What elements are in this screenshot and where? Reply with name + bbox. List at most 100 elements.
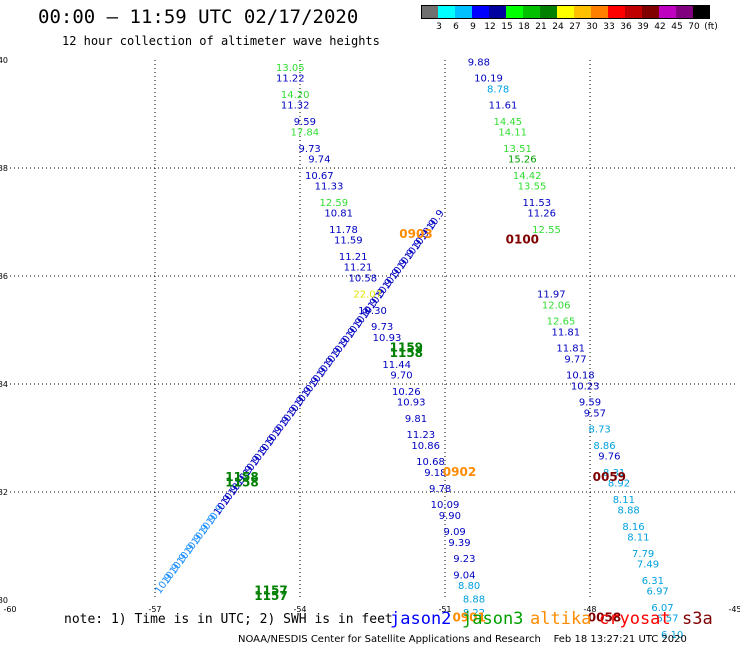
colorbar-label: 21	[535, 22, 547, 32]
pass-time-label: 1158	[390, 346, 423, 360]
colorbar-swatch	[438, 5, 455, 19]
colorbar-label: 6	[453, 22, 459, 32]
swh-label: 8.88	[618, 506, 640, 517]
colorbar-label: 70	[688, 22, 700, 32]
swh-label: 11.21	[344, 263, 373, 274]
swh-label: 12.06	[542, 300, 571, 311]
colorbar-label: 42	[654, 22, 666, 32]
colorbar-label: 45	[671, 22, 683, 32]
swh-label: 11.61	[489, 101, 518, 112]
swh-label: 9.81	[405, 414, 427, 425]
swh-label: 14.45	[494, 117, 523, 128]
swh-label: 17.84	[291, 128, 320, 139]
swh-label: 11.33	[315, 182, 344, 193]
swh-label: 6.31	[642, 576, 664, 587]
pass-time-label: 0058	[588, 611, 621, 625]
pass-time-label: 1157	[254, 589, 287, 603]
swh-label: 9.78	[429, 484, 451, 495]
colorbar-label: 12	[484, 22, 496, 32]
lon-tick-label: -60	[3, 605, 16, 614]
swh-label: 12.65	[547, 317, 576, 328]
swh-label: 11.21	[339, 252, 368, 263]
swh-label: 8.86	[593, 441, 615, 452]
map-title: 00:00 – 11:59 UTC 02/17/2020	[38, 6, 359, 28]
swh-label: 11.23	[407, 430, 436, 441]
swh-label: 22.07	[353, 290, 382, 301]
swh-label: 11.22	[276, 74, 305, 85]
map-subtitle: 12 hour collection of altimeter wave hei…	[62, 34, 380, 48]
pass-time-label: 1159	[390, 341, 423, 355]
swh-label: 12.55	[532, 225, 561, 236]
colorbar-swatch	[659, 5, 676, 19]
colorbar-swatch	[676, 5, 693, 19]
swh-label: 10.09	[431, 500, 460, 511]
swh-label: 10.93	[397, 398, 426, 409]
swh-label: 13.51	[503, 144, 532, 155]
colorbar-frame	[421, 5, 710, 19]
swh-label: 9.59	[579, 398, 601, 409]
swh-label: 11.44	[382, 360, 411, 371]
swh-label: 10.68	[416, 457, 445, 468]
swh-label: 9.59	[294, 117, 316, 128]
swh-label: 8.22	[463, 608, 485, 619]
swh-label: 13.05	[276, 63, 305, 74]
pass-time-label: 1157	[254, 584, 287, 598]
colorbar-swatch	[523, 5, 540, 19]
swh-label: 11.32	[281, 101, 310, 112]
colorbar-label: 9	[470, 22, 476, 32]
colorbar-label: 15	[501, 22, 513, 32]
swh-label: 10.81	[324, 209, 353, 220]
colorbar-swatch	[489, 5, 506, 19]
lon-tick-label: -48	[583, 605, 596, 614]
swh-label: 8.80	[458, 581, 480, 592]
colorbar-swatch	[421, 5, 438, 19]
swh-label: 13.55	[518, 182, 547, 193]
pass-time-label: 1158	[225, 476, 258, 490]
lat-tick-label: 32	[0, 488, 8, 497]
satellite-legend-s3a: s3a	[682, 609, 713, 629]
swh-label: 10.18	[566, 371, 595, 382]
swh-label: 9.04	[453, 570, 475, 581]
swh-label: 14.20	[281, 90, 310, 101]
units-note: note: 1) Time is in UTC; 2) SWH is in fe…	[64, 612, 393, 627]
swh-label: 9.73	[371, 322, 393, 333]
satellite-legend-altika: altika	[530, 609, 592, 629]
swh-label: 6.07	[651, 603, 673, 614]
pass-time-label: 0901	[452, 611, 485, 625]
lat-tick-label: 30	[0, 596, 8, 605]
swh-label: 10.19	[474, 74, 503, 85]
colorbar-swatch	[591, 5, 608, 19]
colorbar-label: 36	[620, 22, 632, 32]
colorbar-label: 18	[518, 22, 530, 32]
lat-tick-label: 40	[0, 56, 8, 65]
swh-label: 7.79	[632, 549, 654, 560]
colorbar-swatch	[574, 5, 591, 19]
pass-time-label: 0059	[593, 470, 626, 484]
colorbar-label: 3	[436, 22, 442, 32]
swh-label: 11.78	[329, 225, 358, 236]
swh-label: 9.90	[439, 511, 461, 522]
swh-label: 11.81	[552, 327, 581, 338]
colorbar-label: 33	[603, 22, 615, 32]
swh-label: 9.74	[308, 155, 330, 166]
swh-label: 11.53	[523, 198, 552, 209]
swh-label: 14.11	[498, 128, 527, 139]
swh-label: 11.59	[334, 236, 363, 247]
swh-label: 10.26	[392, 387, 421, 398]
swh-label: 9.23	[453, 554, 475, 565]
lon-tick-label: -54	[293, 605, 306, 614]
swh-label: 6.57	[656, 614, 678, 625]
swh-label: 8.11	[613, 495, 635, 506]
colorbar-label: 30	[586, 22, 598, 32]
colorbar-swatch	[540, 5, 557, 19]
swh-label: 10.67	[305, 171, 334, 182]
satellite-legend-cryosat: cryosat	[599, 609, 671, 629]
swh-label: 9.18	[424, 468, 446, 479]
colorbar-swatch	[642, 5, 659, 19]
swh-label: 11.97	[537, 290, 566, 301]
swh-label: 8.92	[608, 479, 630, 490]
swh-label: 8.88	[463, 595, 485, 606]
swh-label: 9.57	[584, 408, 606, 419]
satellite-legend-jason3: jason3	[462, 609, 524, 629]
